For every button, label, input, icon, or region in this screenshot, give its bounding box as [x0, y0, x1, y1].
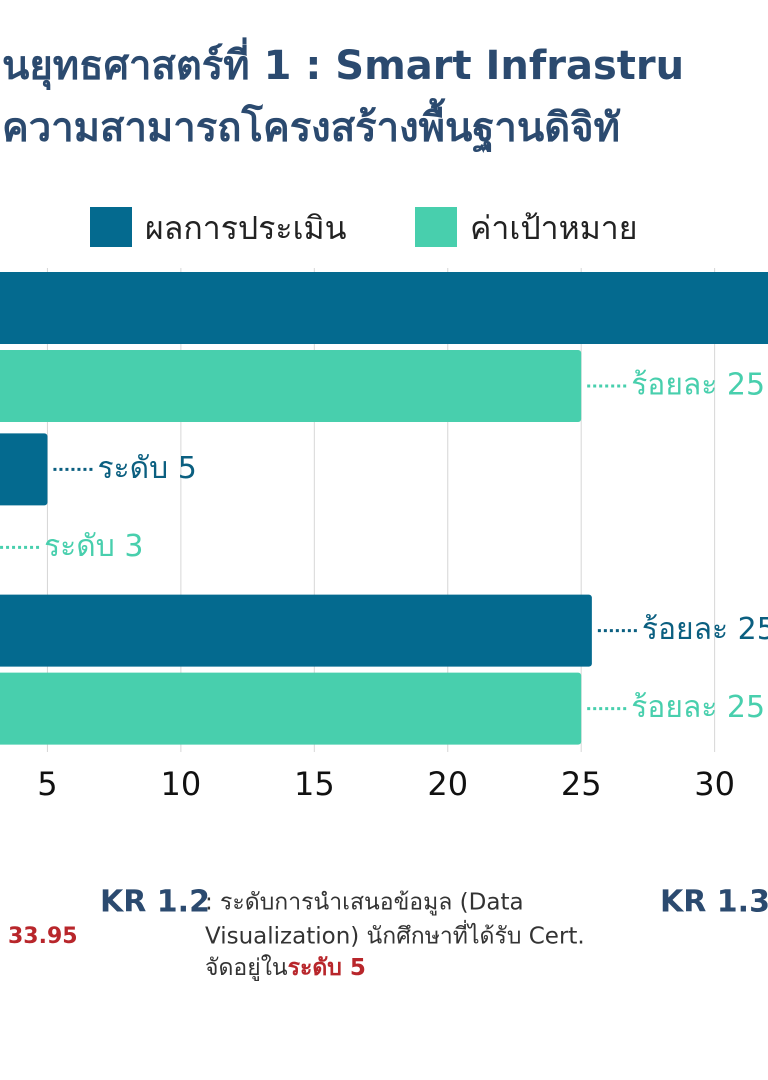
legend-label: ผลการประเมิน	[145, 209, 347, 247]
kr-label: KR 1.2	[100, 885, 210, 920]
bar	[0, 594, 592, 667]
kr-highlight: ระดับ 5	[288, 955, 366, 981]
bar	[0, 433, 48, 506]
kr-text: จัดอยู่ในระดับ 5	[205, 954, 366, 981]
chart-title: นยุทธศาสตร์ที่ 1 : Smart Infrastru	[2, 37, 684, 91]
value-label: ร้อยละ 25	[631, 690, 765, 725]
x-tick-label: 15	[294, 765, 335, 803]
value-label: ร้อยละ 25	[642, 612, 768, 647]
x-tick-label: 30	[694, 765, 735, 803]
bar	[0, 672, 582, 745]
value-label: ระดับ 5	[97, 451, 196, 486]
value-label: ระดับ 3	[44, 529, 143, 564]
x-tick-label: 25	[561, 765, 602, 803]
kr-label: KR 1.3	[660, 885, 768, 920]
bar	[0, 350, 582, 422]
bar	[0, 272, 768, 344]
x-tick-label: 20	[427, 765, 468, 803]
value-label: ร้อยละ 25	[631, 368, 765, 403]
x-tick-label: 10	[161, 765, 202, 803]
kr-text: จัดอยู่ใน	[205, 954, 288, 981]
legend-swatch	[415, 207, 457, 247]
legend-swatch	[90, 207, 132, 247]
chart-title: ความสามารถโครงสร้างพื้นฐานดิจิทั	[2, 98, 621, 154]
legend-label: ค่าเป้าหมาย	[470, 209, 638, 247]
kr-text: : ระดับการนำเสนอข้อมูล (Data	[205, 890, 524, 916]
kr-value: 33.95	[8, 924, 78, 949]
kr-text: Visualization) นักศึกษาที่ได้รับ Cert.	[205, 920, 585, 950]
x-tick-label: 5	[37, 765, 57, 803]
